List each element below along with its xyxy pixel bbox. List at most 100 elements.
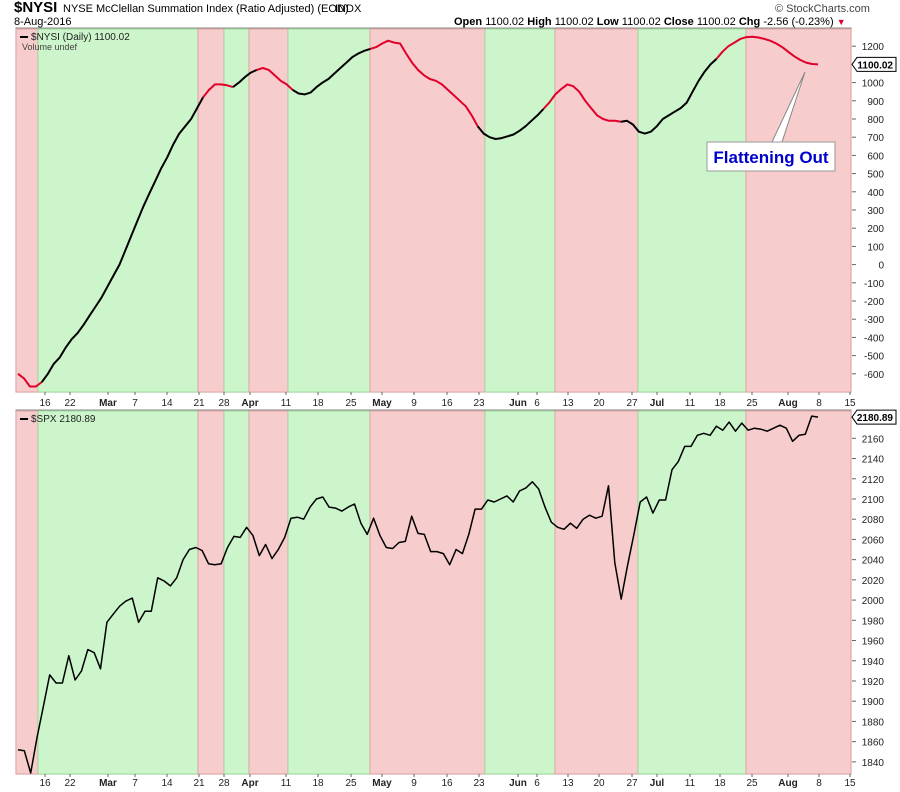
spx-panel: 2160214021202100208020602040202020001980… (15, 409, 897, 789)
y-tick-label: 900 (867, 97, 884, 108)
y-tick-label: 2060 (862, 535, 885, 546)
y-tick-label: 500 (867, 170, 884, 181)
y-tick-label: -100 (864, 279, 884, 290)
x-tick-label: 25 (345, 398, 357, 409)
nysi-line-down (202, 83, 234, 98)
legend-title: $SPX 2180.89 (31, 414, 96, 425)
y-tick-label: 1920 (862, 677, 885, 688)
y-tick-label: 2120 (862, 475, 885, 486)
high-value: 1100.02 (554, 16, 594, 28)
x-tick-label: Jun (509, 778, 527, 789)
y-tick-label: 200 (867, 224, 884, 235)
nysi-panel: 1200110010009008007006005004003002001000… (15, 27, 897, 409)
y-tick-label: 1840 (862, 758, 885, 769)
y-tick-label: 700 (867, 133, 884, 144)
low-value: 1100.02 (621, 16, 661, 28)
x-tick-label: Aug (778, 398, 797, 409)
y-tick-label: -600 (864, 370, 884, 381)
x-tick-label: 9 (411, 778, 417, 789)
x-tick-label: 18 (312, 398, 324, 409)
x-tick-label: 23 (473, 398, 485, 409)
x-tick-label: 6 (534, 398, 540, 409)
y-tick-label: -500 (864, 352, 884, 363)
y-tick-label: 2140 (862, 455, 885, 466)
downtrend-band (745, 28, 852, 393)
exchange-label: INDX (335, 3, 362, 15)
x-tick-label: 6 (534, 778, 540, 789)
down-arrow-icon: ▼ (836, 17, 846, 27)
chart-date: 8-Aug-2016 (14, 16, 72, 28)
x-tick-label: 11 (281, 778, 292, 789)
nysi-line-up (476, 108, 545, 140)
nysi-line-up (620, 58, 718, 135)
nysi-line-down (17, 373, 43, 388)
last-value-label: 1100.02 (857, 60, 893, 71)
chg-label: Chg (738, 16, 761, 28)
downtrend-band (248, 28, 289, 393)
x-tick-label: 14 (161, 398, 173, 409)
y-tick-label: 2100 (862, 495, 885, 506)
callout-box (706, 141, 836, 172)
x-tick-label: Apr (241, 778, 258, 789)
y-tick-label: 600 (867, 151, 884, 162)
y-tick-label: -300 (864, 315, 884, 326)
x-tick-label: 15 (844, 778, 856, 789)
open-value: 1100.02 (485, 16, 525, 28)
uptrend-band (637, 28, 747, 393)
y-tick-label: 1000 (862, 79, 885, 90)
close-value: 1100.02 (696, 16, 736, 28)
x-tick-label: 7 (132, 778, 138, 789)
callout-text: Flattening Out (713, 148, 829, 167)
x-tick-label: 11 (281, 398, 292, 409)
uptrend-band (484, 28, 556, 393)
x-tick-label: 22 (64, 398, 76, 409)
x-tick-label: Mar (99, 398, 117, 409)
x-tick-label: 18 (714, 778, 726, 789)
x-tick-label: Apr (241, 398, 258, 409)
nysi-line-up (292, 47, 371, 96)
y-tick-label: -200 (864, 297, 884, 308)
downtrend-band (369, 28, 486, 393)
x-tick-label: May (372, 778, 392, 789)
y-tick-label: 100 (867, 242, 884, 253)
uptrend-band (223, 410, 250, 775)
close-label: Close (663, 16, 694, 28)
downtrend-band (369, 410, 486, 775)
y-tick-label: 1900 (862, 697, 885, 708)
uptrend-band (287, 410, 371, 775)
downtrend-band (197, 410, 225, 775)
x-tick-label: 27 (626, 778, 638, 789)
x-tick-label: 25 (746, 778, 758, 789)
x-tick-label: 21 (193, 398, 205, 409)
spx-line (17, 415, 819, 774)
y-tick-label: 400 (867, 188, 884, 199)
x-tick-label: 27 (626, 398, 638, 409)
x-tick-label: 20 (593, 398, 605, 409)
downtrend-band (248, 410, 289, 775)
chart-header: $NYSI NYSE McClellan Summation Index (Ra… (0, 0, 900, 30)
x-tick-label: 18 (312, 778, 324, 789)
y-tick-label: 2000 (862, 596, 885, 607)
open-label: Open (454, 16, 483, 28)
annotation-callout: Flattening Out (706, 71, 836, 172)
x-tick-label: 18 (714, 398, 726, 409)
y-tick-label: 800 (867, 115, 884, 126)
x-tick-label: 15 (844, 398, 856, 409)
y-tick-label: 1980 (862, 616, 885, 627)
y-tick-label: 2020 (862, 576, 885, 587)
x-tick-label: 8 (816, 778, 822, 789)
y-tick-label: 2160 (862, 434, 885, 445)
x-tick-label: 28 (218, 398, 230, 409)
x-tick-label: Aug (778, 778, 797, 789)
y-tick-label: -400 (864, 333, 884, 344)
y-tick-label: 1960 (862, 637, 885, 648)
x-tick-label: 16 (441, 398, 453, 409)
y-tick-label: 1940 (862, 657, 885, 668)
y-tick-label: 1860 (862, 738, 885, 749)
downtrend-band (15, 410, 39, 775)
x-tick-label: 28 (218, 778, 230, 789)
uptrend-band (287, 28, 371, 393)
nysi-line-up (41, 96, 204, 383)
uptrend-band (484, 410, 556, 775)
